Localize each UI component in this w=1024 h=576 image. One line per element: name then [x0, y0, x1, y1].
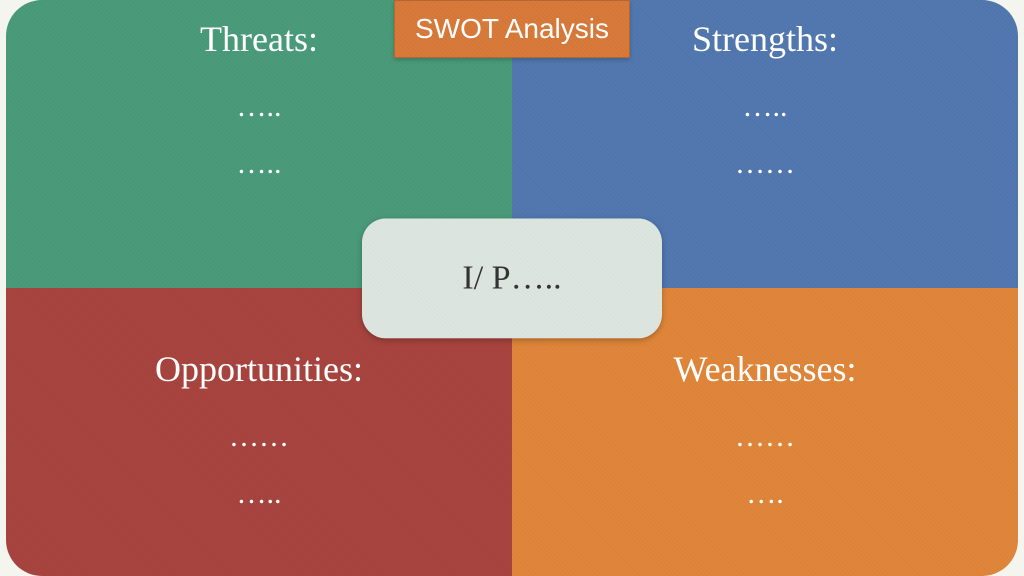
opportunities-line1: …… [229, 408, 289, 465]
threats-label: Threats: [200, 18, 318, 60]
swot-title-banner: SWOT Analysis [394, 0, 630, 58]
opportunities-label: Opportunities: [155, 348, 363, 390]
strengths-line2: …… [735, 135, 795, 192]
strengths-line1: ….. [743, 78, 788, 135]
opportunities-line2: ….. [237, 465, 282, 522]
threats-line1: ….. [237, 78, 282, 135]
threats-line2: ….. [237, 135, 282, 192]
weaknesses-line1: …… [735, 408, 795, 465]
weaknesses-label: Weaknesses: [673, 348, 856, 390]
strengths-label: Strengths: [692, 18, 838, 60]
center-box: I/ P….. [362, 218, 662, 338]
weaknesses-line2: …. [746, 465, 784, 522]
